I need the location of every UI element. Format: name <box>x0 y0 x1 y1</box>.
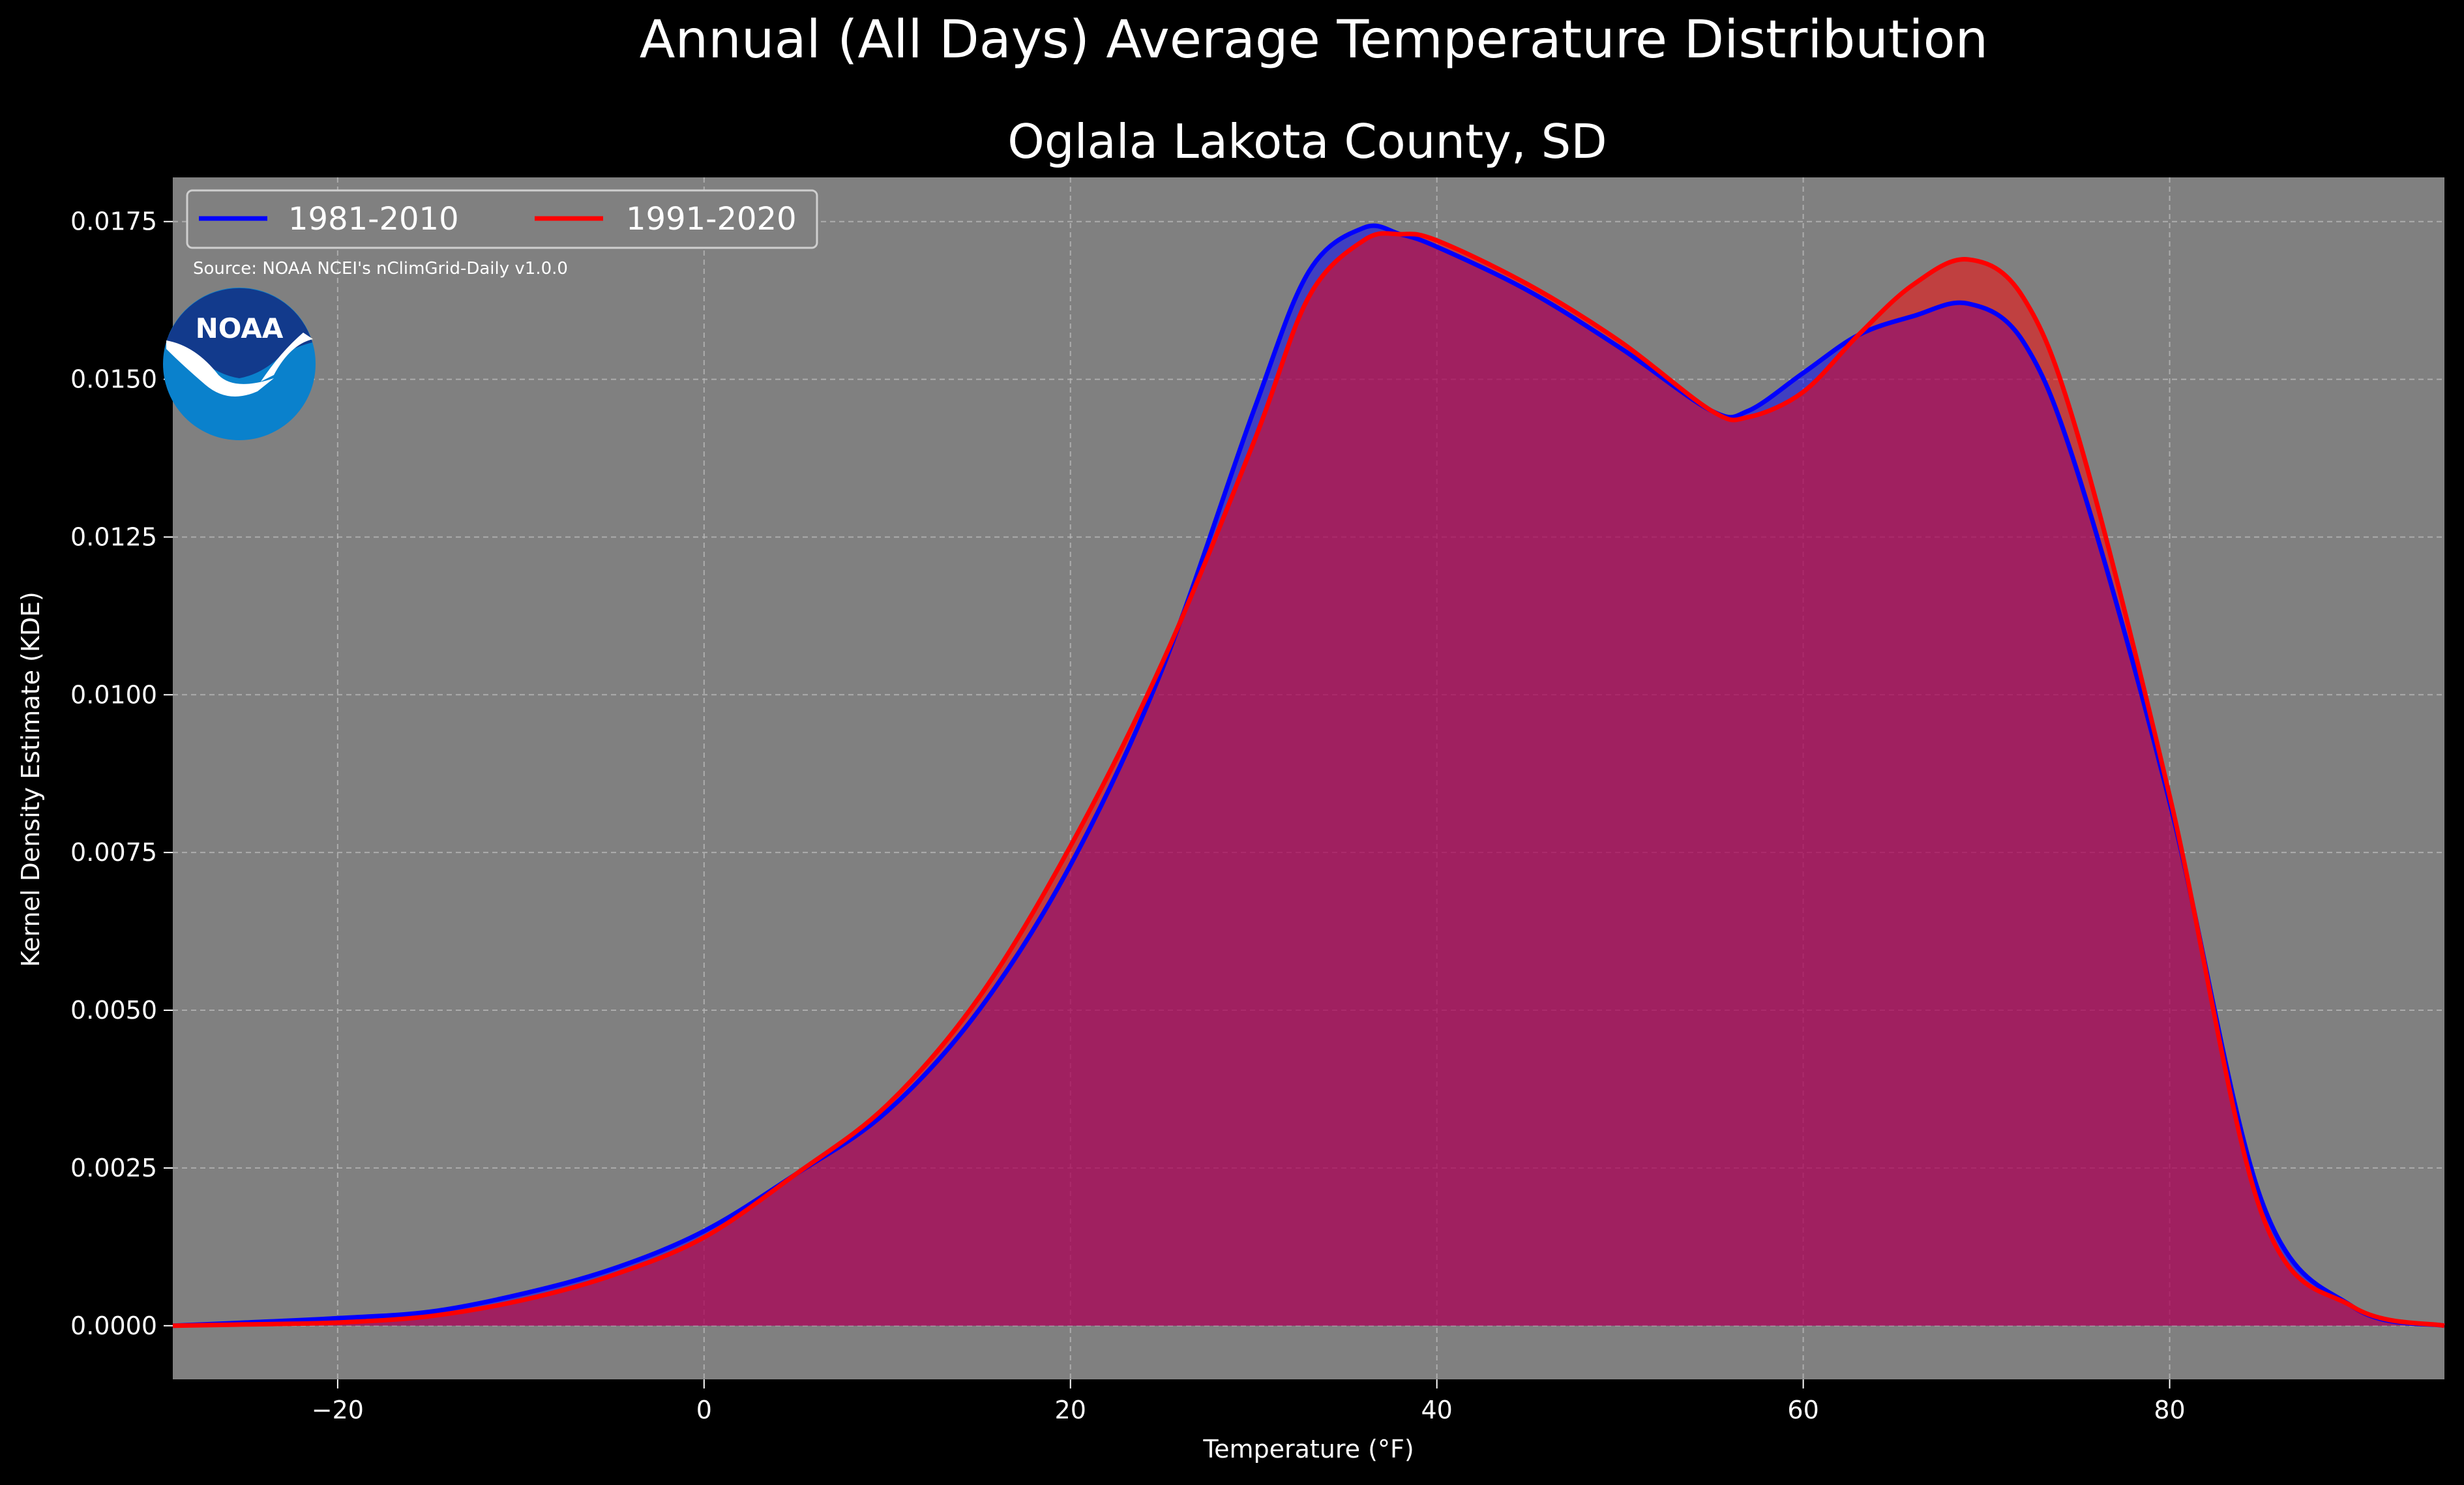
y-tick-label: 0.0125 <box>70 522 157 551</box>
y-axis-ticks: 0.0000 0.0025 0.0050 0.0075 0.0100 0.0125 0.01… <box>70 207 173 1340</box>
chart-title: Annual (All Days) Average Temperature Di… <box>640 9 1988 70</box>
y-tick-label: 0.0100 <box>70 680 157 709</box>
line-1991-2020 <box>172 231 2445 1328</box>
legend: 1981-2010 1991-2020 <box>186 189 818 249</box>
legend-label-1991-2020: 1991-2020 <box>626 201 797 237</box>
x-tick-label: 80 <box>2154 1396 2185 1424</box>
x-tick-label: 60 <box>1787 1396 1818 1424</box>
noaa-logo-top <box>166 288 312 378</box>
x-axis-label: Temperature (°F) <box>1202 1435 1414 1463</box>
area-1991-2020 <box>173 233 2444 1326</box>
x-axis-ticks: −20 0 20 40 60 80 <box>312 1379 2186 1424</box>
y-tick-label: 0.0150 <box>70 365 157 394</box>
x-tick-label: 0 <box>696 1396 712 1424</box>
noaa-logo-text: NOAA <box>196 312 284 344</box>
x-tick-label: −20 <box>312 1396 364 1424</box>
source-note: Source: NOAA NCEI's nClimGrid-Daily v1.0… <box>193 259 568 278</box>
y-tick-label: 0.0000 <box>70 1312 157 1340</box>
x-tick-label: 40 <box>1421 1396 1452 1424</box>
y-tick-label: 0.0025 <box>70 1154 157 1182</box>
chart-subtitle: Oglala Lakota County, SD <box>1007 114 1607 169</box>
density-lines <box>172 223 2445 1328</box>
y-axis-label: Kernel Density Estimate (KDE) <box>16 592 45 967</box>
x-tick-label: 20 <box>1055 1396 1086 1424</box>
noaa-logo: NOAA <box>163 288 316 440</box>
legend-label-1981-2010: 1981-2010 <box>288 201 459 237</box>
noaa-logo-gull-icon <box>166 333 313 397</box>
density-areas <box>173 226 2444 1326</box>
legend-box <box>186 189 818 249</box>
y-tick-label: 0.0175 <box>70 207 157 236</box>
y-tick-label: 0.0075 <box>70 838 157 867</box>
y-tick-label: 0.0050 <box>70 996 157 1025</box>
